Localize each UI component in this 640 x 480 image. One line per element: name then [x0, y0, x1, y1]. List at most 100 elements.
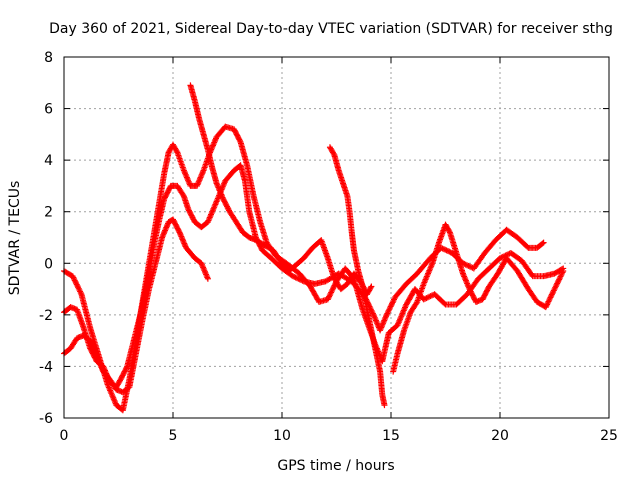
data-point — [386, 306, 393, 313]
data-point — [544, 299, 551, 306]
data-point — [560, 268, 567, 275]
x-tick-label: 5 — [169, 428, 178, 444]
data-point — [462, 261, 469, 268]
data-point — [328, 288, 335, 295]
y-tick-label: -2 — [39, 308, 53, 324]
data-point — [555, 277, 562, 284]
data-point — [71, 277, 78, 284]
data-point — [426, 293, 433, 300]
y-tick-label: 6 — [44, 102, 53, 118]
data-point — [553, 281, 560, 288]
data-point — [296, 276, 303, 283]
data-point — [175, 228, 182, 235]
data-point — [540, 239, 547, 246]
data-point — [389, 299, 396, 306]
data-point — [389, 300, 396, 307]
data-point — [423, 295, 430, 302]
y-tick-label: -6 — [39, 411, 53, 427]
data-point — [550, 288, 557, 295]
data-point — [461, 260, 468, 267]
data-point — [556, 276, 563, 283]
data-point — [542, 304, 549, 311]
data-point — [554, 280, 561, 287]
plot-border — [63, 56, 610, 419]
data-point — [384, 309, 391, 316]
data-point — [75, 285, 82, 292]
data-point — [548, 291, 555, 298]
data-point — [424, 294, 431, 301]
data-point — [558, 270, 565, 277]
data-point — [547, 294, 554, 301]
x-tick-label: 15 — [382, 428, 400, 444]
data-point — [387, 303, 394, 310]
data-point — [326, 293, 333, 300]
x-tick-label: 10 — [273, 428, 291, 444]
data-point — [386, 304, 393, 311]
data-point — [558, 272, 565, 279]
data-point — [443, 247, 450, 254]
data-point — [464, 262, 471, 269]
data-point — [539, 240, 546, 247]
data-points — [61, 82, 567, 414]
data-point — [466, 263, 473, 270]
data-point — [552, 284, 559, 291]
data-point — [289, 273, 296, 280]
data-point — [388, 302, 395, 309]
data-point — [70, 274, 77, 281]
data-point — [236, 137, 243, 144]
data-point — [74, 282, 81, 289]
series-track-f — [390, 221, 567, 375]
data-point — [71, 275, 78, 282]
y-tick-label: 8 — [44, 50, 53, 66]
data-point — [559, 269, 566, 276]
data-point — [330, 150, 337, 157]
y-tick-label: 4 — [44, 153, 53, 169]
data-point — [368, 283, 375, 290]
data-point — [367, 284, 374, 291]
data-point — [329, 286, 336, 293]
chart-title: Day 360 of 2021, Sidereal Day-to-day VTE… — [49, 21, 613, 37]
data-point — [385, 307, 392, 314]
data-point — [291, 273, 298, 280]
data-point — [546, 297, 553, 304]
y-axis-label: SDTVAR / TECUs — [7, 181, 23, 296]
data-point — [446, 228, 453, 235]
data-point — [439, 245, 446, 252]
data-point — [299, 277, 306, 284]
data-point — [422, 295, 429, 302]
data-point — [390, 297, 397, 304]
data-point — [328, 289, 335, 296]
data-point — [72, 278, 79, 285]
x-axis-label: GPS time / hours — [277, 458, 394, 474]
y-tick-label: -4 — [39, 359, 53, 375]
data-point — [557, 273, 564, 280]
data-point — [123, 364, 130, 371]
series-track-e — [326, 144, 388, 409]
data-point — [330, 283, 337, 290]
data-point — [549, 290, 556, 297]
data-point — [556, 274, 563, 281]
data-point — [381, 402, 388, 409]
data-point — [292, 274, 299, 281]
data-point — [383, 311, 390, 318]
data-point — [76, 287, 83, 294]
data-point — [325, 294, 332, 301]
data-point — [295, 275, 302, 282]
data-point — [204, 275, 211, 282]
x-tick-label: 25 — [600, 428, 618, 444]
data-point — [384, 310, 391, 317]
data-point — [75, 284, 82, 291]
data-point — [440, 246, 447, 253]
data-point — [391, 296, 398, 303]
data-point — [180, 191, 187, 198]
y-tick-label: 0 — [44, 256, 53, 272]
axis-ticks: 0 5 10 15 20 25 -6 -4 -2 0 2 4 6 8 — [39, 50, 618, 444]
x-tick-label: 20 — [491, 428, 509, 444]
data-point — [552, 283, 559, 290]
x-tick-label: 0 — [60, 428, 69, 444]
data-point — [427, 293, 434, 300]
data-point — [442, 246, 449, 253]
data-point — [77, 289, 84, 296]
data-point — [544, 301, 551, 308]
